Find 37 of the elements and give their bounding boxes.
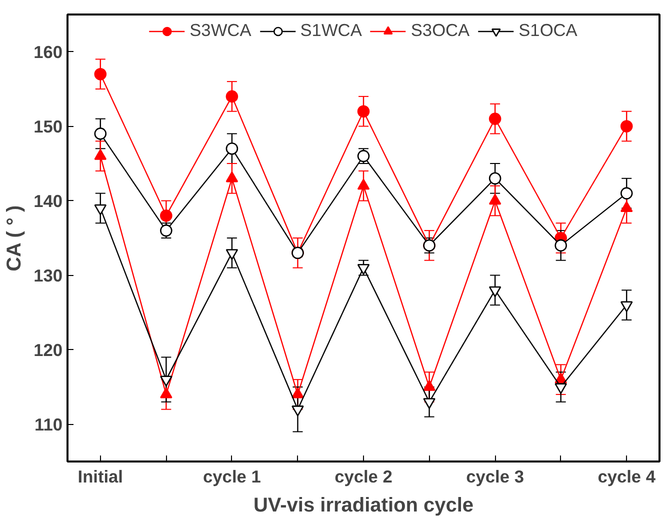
point	[357, 105, 370, 118]
point	[357, 264, 370, 275]
x-axis-title: UV-vis irradiation cycle	[253, 494, 474, 516]
legend-label: S1OCA	[518, 20, 578, 41]
x-tick-label: cycle 4	[598, 466, 656, 486]
point	[620, 120, 633, 132]
x-tick-label: cycle 3	[466, 466, 524, 486]
point	[94, 204, 107, 216]
point	[554, 239, 567, 252]
point	[292, 406, 304, 416]
y-tick-label: 110	[34, 414, 63, 434]
x-tick-label: cycle 1	[203, 466, 262, 486]
point	[554, 383, 567, 394]
point	[488, 112, 502, 125]
point	[160, 210, 172, 222]
point	[226, 142, 238, 155]
point	[620, 301, 633, 312]
point	[488, 286, 502, 298]
point	[94, 68, 107, 80]
y-axis-title: CA ( ° )	[4, 205, 26, 272]
point	[94, 128, 107, 140]
point	[226, 90, 238, 103]
y-tick-label: 160	[34, 42, 63, 62]
x-tick-label: Initial	[78, 466, 124, 486]
legend-label: S3OCA	[410, 20, 470, 41]
legend-label: S1WCA	[300, 20, 362, 41]
y-tick-label: 140	[34, 190, 63, 211]
y-tick-label: 130	[34, 265, 63, 286]
point	[423, 398, 436, 409]
x-tick-label: cycle 2	[334, 466, 392, 486]
legend-label: S3WCA	[190, 20, 252, 41]
point	[226, 249, 238, 260]
point	[488, 172, 502, 185]
y-tick-label: 120	[34, 340, 63, 360]
point	[160, 376, 172, 387]
point	[620, 187, 633, 200]
y-tick-label: 150	[34, 116, 63, 136]
